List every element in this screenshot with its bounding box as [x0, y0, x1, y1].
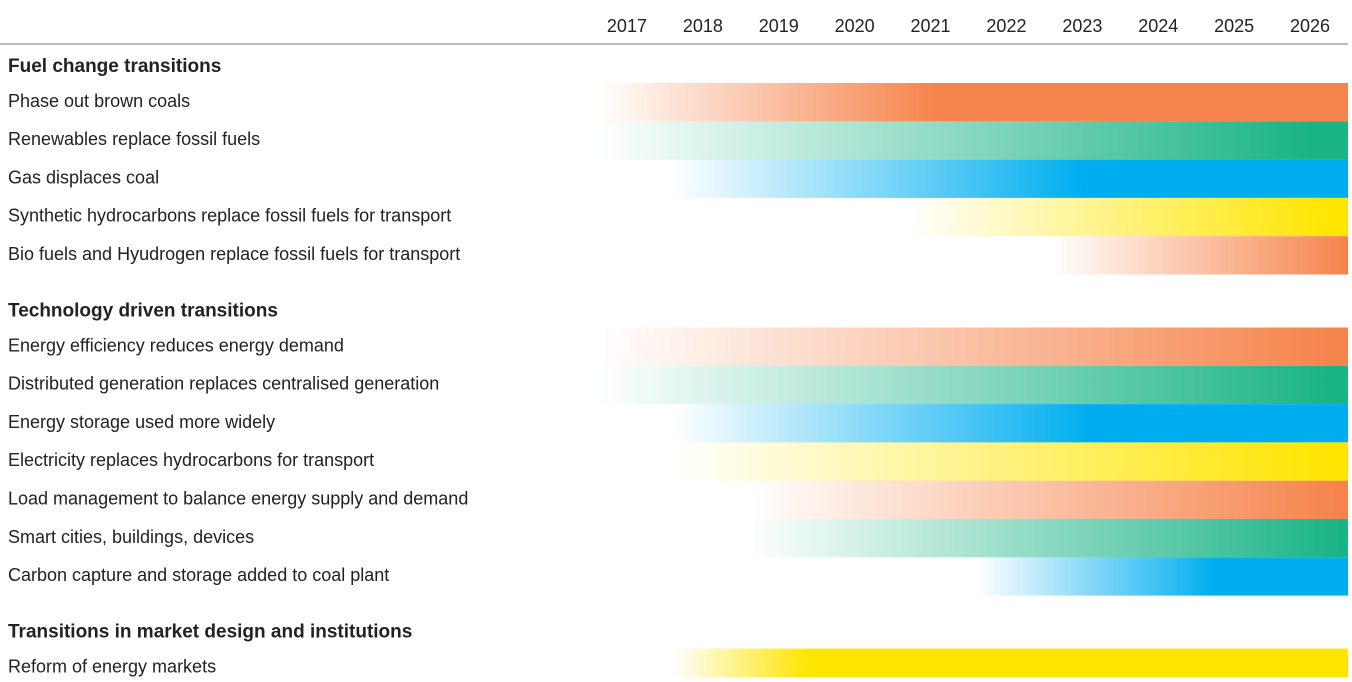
row-label: Bio fuels and Hyudrogen replace fossil f…: [8, 244, 460, 264]
x-tick-label: 2020: [835, 16, 875, 36]
timeline-bar: [907, 197, 1348, 237]
row-label: Carbon capture and storage added to coal…: [8, 565, 389, 585]
timeline-bar: [748, 480, 1348, 519]
row-label: Reform of energy markets: [8, 656, 216, 676]
row-label: Renewables replace fossil fuels: [8, 129, 260, 149]
x-tick-label: 2024: [1138, 16, 1178, 36]
timeline-bar: [596, 83, 1348, 122]
group-title: Transitions in market design and institu…: [8, 622, 412, 643]
group-title: Fuel change transitions: [8, 56, 221, 77]
timeline-bar: [596, 121, 1348, 160]
timeline-bar: [596, 327, 1348, 366]
row-label: Synthetic hydrocarbons replace fossil fu…: [8, 206, 451, 226]
row-label: Smart cities, buildings, devices: [8, 527, 254, 547]
x-tick-label: 2018: [683, 16, 723, 36]
x-tick-label: 2017: [607, 16, 647, 36]
row-label: Energy storage used more widely: [8, 412, 275, 432]
timeline-bar: [596, 365, 1348, 405]
timeline-bar: [672, 159, 1348, 198]
timeline-bar: [748, 519, 1348, 558]
x-tick-label: 2026: [1290, 16, 1330, 36]
x-tick-label: 2021: [911, 16, 951, 36]
x-tick-label: 2025: [1214, 16, 1254, 36]
row-label: Energy efficiency reduces energy demand: [8, 335, 344, 355]
timeline-bar: [1051, 236, 1348, 275]
timeline-bar: [672, 442, 1348, 481]
row-label: Gas displaces coal: [8, 167, 159, 187]
x-tick-label: 2019: [759, 16, 799, 36]
group-title: Technology driven transitions: [8, 301, 278, 322]
timeline-bar: [672, 648, 1348, 682]
timeline-bar: [976, 557, 1348, 596]
row-label: Phase out brown coals: [8, 91, 190, 111]
row-label: Load management to balance energy supply…: [8, 488, 468, 508]
row-label: Distributed generation replaces centrali…: [8, 374, 439, 394]
x-tick-label: 2023: [1062, 16, 1102, 36]
row-label: Electricity replaces hydrocarbons for tr…: [8, 450, 374, 470]
x-tick-label: 2022: [986, 16, 1026, 36]
timeline-bar: [672, 404, 1348, 443]
